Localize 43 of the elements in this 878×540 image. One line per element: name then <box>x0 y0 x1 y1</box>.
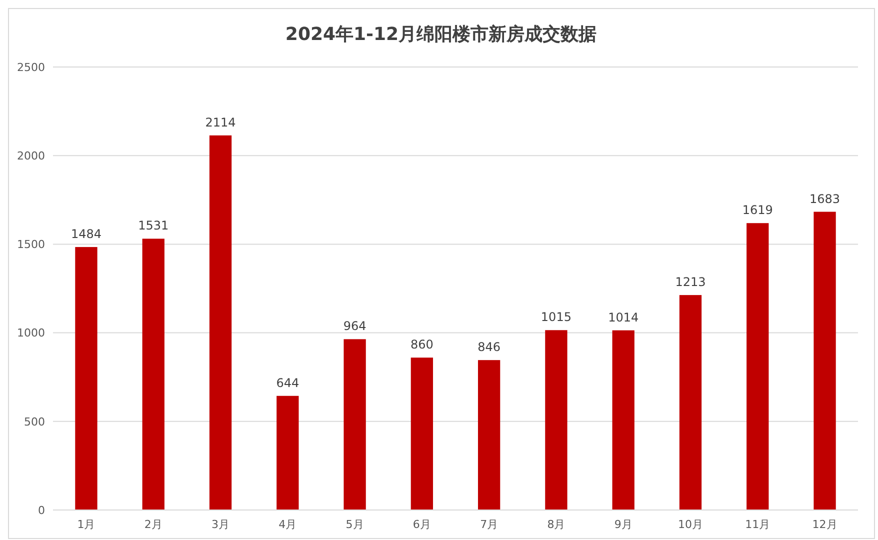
bar <box>142 238 164 510</box>
y-tick-label: 1000 <box>17 326 45 340</box>
bar <box>276 396 299 510</box>
data-label: 1015 <box>540 310 572 324</box>
y-tick-label: 1500 <box>17 238 45 252</box>
data-label: 1619 <box>742 203 773 218</box>
chart-title: 2024年1-12月绵阳楼市新房成交数据 <box>285 24 597 45</box>
x-tick-label: 7月 <box>480 518 498 531</box>
bar <box>344 339 366 510</box>
y-tick-label: 500 <box>24 415 45 428</box>
bar <box>478 360 500 510</box>
bar <box>75 247 98 510</box>
bar <box>612 330 634 510</box>
bar <box>746 223 769 510</box>
y-tick-label: 2000 <box>17 149 45 162</box>
x-tick-label: 9月 <box>614 518 632 531</box>
x-tick-label: 6月 <box>412 518 431 531</box>
data-label: 644 <box>276 376 300 390</box>
x-tick-label: 5月 <box>346 518 364 531</box>
data-label: 1531 <box>138 218 169 233</box>
y-tick-label: 0 <box>38 504 45 517</box>
bar <box>209 135 232 510</box>
x-tick-label: 8月 <box>547 518 566 531</box>
x-tick-label: 1月 <box>77 518 96 531</box>
data-label: 1484 <box>70 227 102 242</box>
x-tick-label: 12月 <box>812 518 838 531</box>
bar <box>679 295 702 510</box>
y-tick-label: 2500 <box>17 60 45 74</box>
bar <box>814 212 836 510</box>
data-label: 2114 <box>205 115 236 130</box>
bar <box>545 330 568 510</box>
x-tick-label: 4月 <box>278 518 297 531</box>
data-label: 860 <box>410 338 434 352</box>
x-tick-label: 2月 <box>144 518 162 531</box>
data-label: 846 <box>478 340 501 354</box>
data-label: 1014 <box>608 310 639 324</box>
x-tick-label: 3月 <box>212 518 230 531</box>
data-label: 1213 <box>675 275 706 290</box>
data-label: 964 <box>343 319 366 334</box>
x-tick-label: 10月 <box>678 518 703 531</box>
data-label: 1683 <box>809 192 840 206</box>
bar <box>410 358 434 510</box>
x-tick-label: 11月 <box>745 518 770 531</box>
